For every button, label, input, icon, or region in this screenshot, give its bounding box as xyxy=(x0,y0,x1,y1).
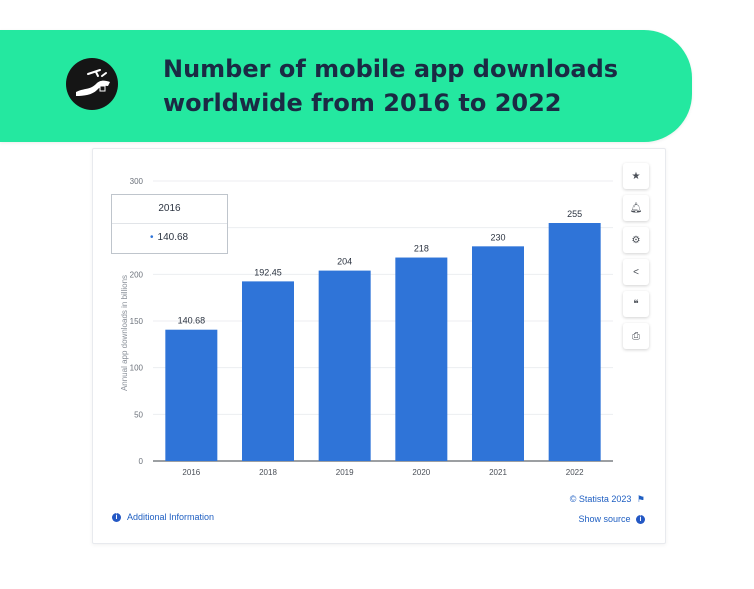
logo xyxy=(66,58,118,110)
bell-icon: 🔔︎ xyxy=(629,202,643,214)
info-icon: i xyxy=(636,515,645,525)
credit-text: © Statista 2023 xyxy=(569,494,632,504)
gear-button[interactable]: ⚙ xyxy=(623,227,649,253)
data-label: 140.68 xyxy=(178,316,206,326)
bell-button[interactable]: 🔔︎ xyxy=(623,195,649,221)
additional-information-link[interactable]: i Additional Information xyxy=(112,512,215,523)
bar xyxy=(548,223,601,461)
show-source-label: Show source xyxy=(578,514,631,524)
chart-toolbar: ★ 🔔︎ ⚙ < ❝ ⎙ xyxy=(623,163,651,355)
share-button[interactable]: < xyxy=(623,259,649,285)
tooltip-series-dot: • xyxy=(150,232,154,243)
y-axis-label: Annual app downloads in billions xyxy=(120,275,129,391)
tooltip-row: • 140.68 xyxy=(112,224,227,252)
y-tick-label: 50 xyxy=(134,410,143,419)
bar xyxy=(318,270,371,461)
x-tick-label: 2022 xyxy=(566,468,584,477)
data-label: 192.45 xyxy=(254,267,282,277)
chart-tooltip: 2016 • 140.68 xyxy=(111,194,228,254)
print-icon: ⎙ xyxy=(632,330,640,342)
tooltip-year: 2016 xyxy=(112,195,227,224)
data-label: 255 xyxy=(567,209,582,219)
quote-icon: ❝ xyxy=(633,298,639,310)
y-tick-label: 100 xyxy=(130,364,144,373)
data-label: 230 xyxy=(490,232,505,242)
quote-button[interactable]: ❝ xyxy=(623,291,649,317)
x-tick-label: 2018 xyxy=(259,468,277,477)
star-button[interactable]: ★ xyxy=(623,163,649,189)
data-label: 204 xyxy=(337,257,352,267)
y-tick-label: 200 xyxy=(130,270,144,279)
bar-chart: 050100150200250300Annual app downloads i… xyxy=(120,177,613,477)
additional-info-label: Additional Information xyxy=(127,512,215,522)
page-title: Number of mobile app downloads worldwide… xyxy=(163,55,619,117)
data-label: 218 xyxy=(414,244,429,254)
flag-icon: ⚑ xyxy=(636,494,645,504)
bar xyxy=(395,257,448,461)
x-tick-label: 2020 xyxy=(412,468,430,477)
show-source-link[interactable]: Show source i xyxy=(578,514,645,525)
chart-card: 050100150200250300Annual app downloads i… xyxy=(92,148,666,544)
bar xyxy=(165,329,218,461)
statista-credit[interactable]: © Statista 2023 ⚑ xyxy=(570,494,645,505)
y-tick-label: 0 xyxy=(139,457,144,466)
bar xyxy=(472,246,524,461)
x-tick-label: 2016 xyxy=(182,468,200,477)
y-tick-label: 150 xyxy=(130,317,144,326)
info-icon: i xyxy=(112,513,121,523)
star-icon: ★ xyxy=(631,170,641,182)
print-button[interactable]: ⎙ xyxy=(623,323,649,349)
bar xyxy=(242,281,294,461)
gear-icon: ⚙ xyxy=(631,234,641,246)
x-tick-label: 2019 xyxy=(336,468,354,477)
x-tick-label: 2021 xyxy=(489,468,507,477)
y-tick-label: 300 xyxy=(130,177,144,186)
pen-tool-logo-icon xyxy=(76,69,110,96)
share-icon: < xyxy=(633,266,639,278)
tooltip-value: 140.68 xyxy=(157,232,189,243)
